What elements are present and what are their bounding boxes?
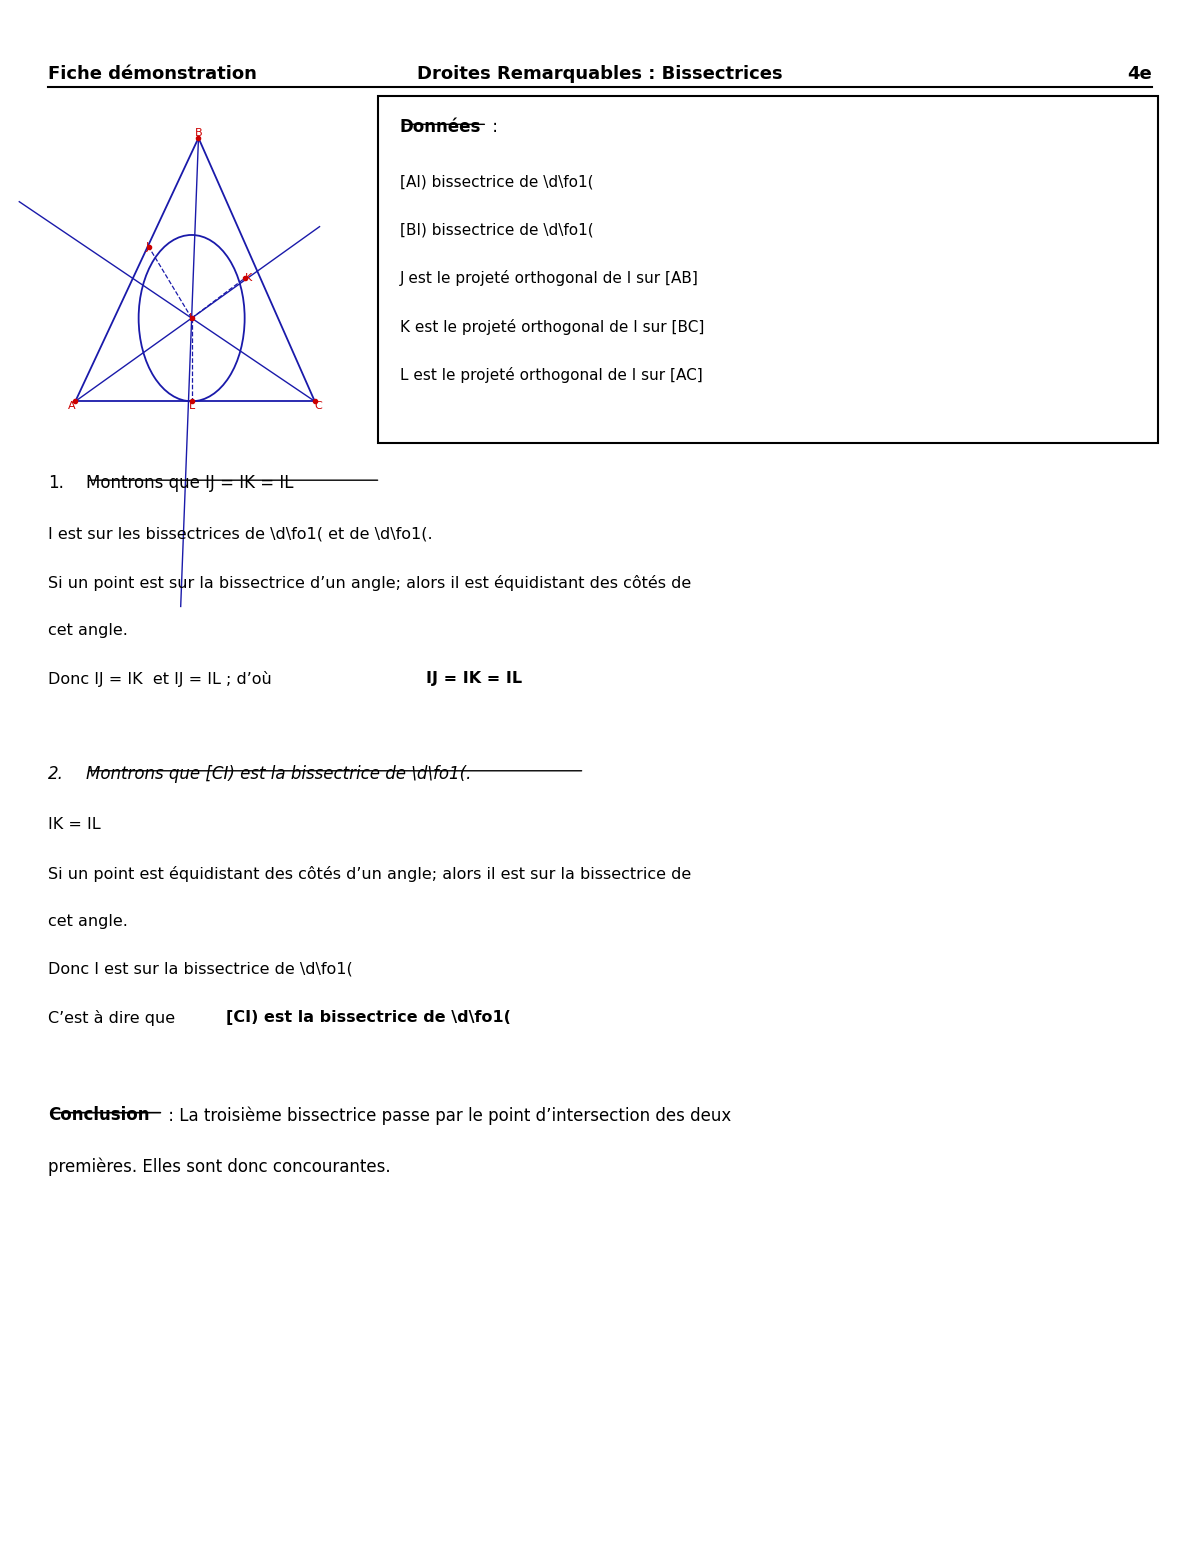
Text: Montrons que IJ = IK = IL: Montrons que IJ = IK = IL xyxy=(86,474,294,493)
Text: L: L xyxy=(188,401,194,412)
Text: Si un point est équidistant des côtés d’un angle; alors il est sur la bissectric: Si un point est équidistant des côtés d’… xyxy=(48,866,691,881)
Text: B: B xyxy=(194,127,203,138)
Text: 2.: 2. xyxy=(48,765,64,783)
Text: :: : xyxy=(487,118,498,137)
Text: 1.: 1. xyxy=(48,474,64,493)
Text: IJ = IK = IL: IJ = IK = IL xyxy=(426,671,522,687)
Text: cet angle.: cet angle. xyxy=(48,623,128,639)
Text: [AI) bissectrice de \d\fo1(: [AI) bissectrice de \d\fo1( xyxy=(400,174,593,190)
Text: I est sur les bissectrices de \d\fo1( et de \d\fo1(.: I est sur les bissectrices de \d\fo1( et… xyxy=(48,527,433,542)
FancyBboxPatch shape xyxy=(378,96,1158,443)
Text: J est le projeté orthogonal de I sur [AB]: J est le projeté orthogonal de I sur [AB… xyxy=(400,270,698,286)
Text: Droites Remarquables : Bissectrices: Droites Remarquables : Bissectrices xyxy=(418,65,782,84)
Text: Donc IJ = IK  et IJ = IL ; d’où: Donc IJ = IK et IJ = IL ; d’où xyxy=(48,671,282,687)
Text: IK = IL: IK = IL xyxy=(48,817,101,833)
Text: Conclusion: Conclusion xyxy=(48,1106,150,1125)
Text: C’est à dire que: C’est à dire que xyxy=(48,1010,185,1026)
Text: [BI) bissectrice de \d\fo1(: [BI) bissectrice de \d\fo1( xyxy=(400,222,593,238)
Text: 4e: 4e xyxy=(1127,65,1152,84)
Text: C: C xyxy=(314,401,323,412)
Text: J: J xyxy=(145,242,149,252)
Text: premières. Elles sont donc concourantes.: premières. Elles sont donc concourantes. xyxy=(48,1158,391,1176)
Text: Fiche démonstration: Fiche démonstration xyxy=(48,65,257,84)
Text: : La troisième bissectrice passe par le point d’intersection des deux: : La troisième bissectrice passe par le … xyxy=(163,1106,732,1125)
Text: [CI) est la bissectrice de \d\fo1(: [CI) est la bissectrice de \d\fo1( xyxy=(226,1010,510,1026)
Text: A: A xyxy=(67,401,76,412)
Text: K est le projeté orthogonal de I sur [BC]: K est le projeté orthogonal de I sur [BC… xyxy=(400,319,704,334)
Text: K: K xyxy=(245,274,252,283)
Text: cet angle.: cet angle. xyxy=(48,914,128,929)
Text: L est le projeté orthogonal de I sur [AC]: L est le projeté orthogonal de I sur [AC… xyxy=(400,367,702,382)
Text: Montrons que [CI) est la bissectrice de \d\fo1(.: Montrons que [CI) est la bissectrice de … xyxy=(86,765,472,783)
Text: Données: Données xyxy=(400,118,481,137)
Text: Donc I est sur la bissectrice de \d\fo1(: Donc I est sur la bissectrice de \d\fo1( xyxy=(48,962,353,977)
Text: Si un point est sur la bissectrice d’un angle; alors il est équidistant des côté: Si un point est sur la bissectrice d’un … xyxy=(48,575,691,591)
Text: I: I xyxy=(188,314,192,323)
